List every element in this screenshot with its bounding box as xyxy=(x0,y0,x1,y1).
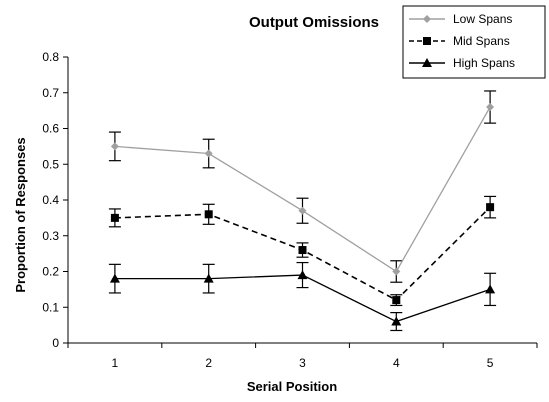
legend-swatch-marker xyxy=(423,15,431,23)
legend-label: High Spans xyxy=(453,56,515,70)
x-axis-title: Serial Position xyxy=(247,379,337,394)
y-tick-label: 0.5 xyxy=(42,157,59,171)
y-tick-label: 0 xyxy=(52,336,59,350)
data-point xyxy=(297,270,308,280)
data-point xyxy=(486,203,495,212)
axes: 0 0.1 0.2 0.3 0.4 0.5 0.6 0.7 0.8 1 2 3 4 5 xyxy=(42,50,538,370)
data-point xyxy=(486,103,495,112)
x-tick-label: 1 xyxy=(112,356,119,370)
y-tick-label: 0.8 xyxy=(42,50,59,64)
legend-label: Low Spans xyxy=(453,12,512,26)
data-point xyxy=(298,246,307,255)
data-point xyxy=(392,267,401,276)
y-tick-label: 0.2 xyxy=(42,265,59,279)
series-low-spans xyxy=(108,90,497,283)
y-tick-label: 0.7 xyxy=(42,86,59,100)
series-high-spans xyxy=(108,261,497,332)
series-mid-spans xyxy=(108,195,497,307)
x-tick-label: 4 xyxy=(393,356,400,370)
y-tick-label: 0.4 xyxy=(42,193,59,207)
y-axis-title: Proportion of Responses xyxy=(13,137,28,292)
y-tick-label: 0.1 xyxy=(42,300,59,314)
chart-title: Output Omissions xyxy=(249,14,379,31)
x-tick-label: 5 xyxy=(487,356,494,370)
legend-swatch-marker xyxy=(422,58,432,67)
data-point xyxy=(110,142,119,151)
data-point xyxy=(391,316,402,326)
legend: Low Spans Mid Spans High Spans xyxy=(402,5,546,79)
data-point xyxy=(110,213,119,222)
data-point xyxy=(204,210,213,219)
y-tick-label: 0.3 xyxy=(42,229,59,243)
data-point xyxy=(204,149,213,158)
y-tick-label: 0.6 xyxy=(42,122,59,136)
data-point xyxy=(485,284,496,294)
data-point xyxy=(298,206,307,215)
plot-area xyxy=(108,90,497,332)
data-point xyxy=(392,296,401,305)
x-tick-label: 3 xyxy=(299,356,306,370)
x-tick-label: 2 xyxy=(205,356,212,370)
legend-label: Mid Spans xyxy=(453,34,510,48)
data-point xyxy=(109,273,120,283)
legend-swatch-marker xyxy=(423,37,431,45)
data-point xyxy=(203,273,214,283)
